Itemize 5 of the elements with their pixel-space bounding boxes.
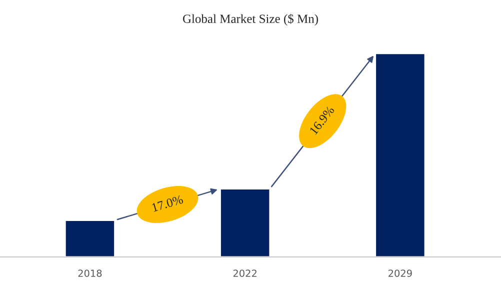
annotation: 17.0% [152, 194, 184, 212]
x-tick-label: 2022 [233, 270, 256, 277]
x-tick-label: 2018 [78, 270, 102, 277]
chart-title: Global Market Size ($ Mn) [182, 14, 318, 26]
x-tick-label: 2029 [388, 270, 412, 277]
